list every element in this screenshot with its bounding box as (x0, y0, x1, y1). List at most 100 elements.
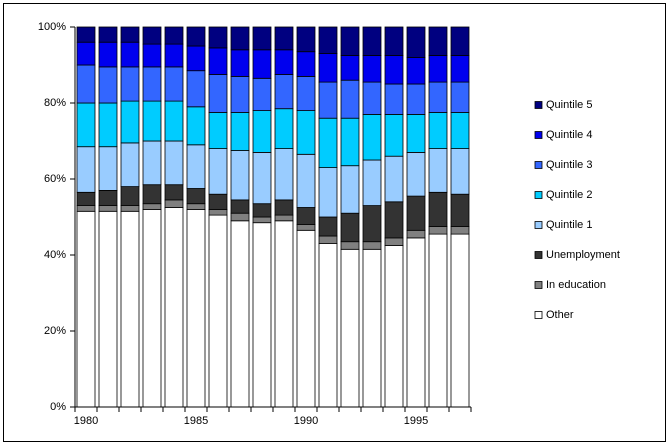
x-tick-label: 1980 (74, 415, 98, 427)
legend-label: Quintile 4 (546, 129, 592, 141)
bar-segment (252, 110, 272, 153)
bar-segment (142, 43, 162, 68)
bar-segment (450, 26, 470, 56)
bar-segment (208, 193, 228, 210)
bar-segment (384, 201, 404, 239)
bar-segment (384, 155, 404, 203)
bar-segment (406, 151, 426, 197)
bar-segment (208, 148, 228, 195)
bar-segment (98, 66, 118, 104)
bar-segment (274, 199, 294, 216)
bar-segment (274, 220, 294, 408)
legend-swatch (534, 161, 543, 169)
bar-segment (296, 207, 316, 226)
bar-segment (98, 26, 118, 43)
bar-segment (164, 140, 184, 186)
bar-segment (164, 66, 184, 102)
bar-segment (318, 243, 338, 408)
bar-segment (274, 148, 294, 201)
bar-segment (230, 212, 250, 222)
bar-segment (428, 81, 448, 113)
bar-segment (318, 216, 338, 237)
bar-segment (98, 189, 118, 206)
x-tick-label: 1985 (184, 415, 208, 427)
bar-segment (142, 100, 162, 142)
bar-segment (450, 226, 470, 235)
legend-label: Quintile 2 (546, 189, 592, 201)
bar-segment (252, 222, 272, 408)
bar-segment (164, 207, 184, 408)
bar-segment (208, 112, 228, 149)
bar-segment (120, 66, 140, 102)
bar-segment (362, 55, 382, 83)
bar-segment (362, 81, 382, 115)
bar-segment (230, 220, 250, 408)
bar-segment (318, 81, 338, 119)
bar-segment (76, 41, 96, 66)
legend-swatch (534, 191, 543, 199)
bar-segment (428, 148, 448, 193)
bar-segment (318, 167, 338, 218)
y-tick-label: 80% (44, 97, 66, 109)
legend-swatch (534, 221, 543, 229)
bar-segment (164, 26, 184, 45)
bar-segment (340, 212, 360, 243)
bar-segment (120, 142, 140, 187)
legend-label: Quintile 1 (546, 219, 592, 231)
bar-segment (362, 114, 382, 161)
bar-segment (340, 248, 360, 408)
bar-segment (384, 26, 404, 56)
bar-segment (76, 146, 96, 193)
bar-segment (318, 117, 338, 168)
bar-segment (142, 203, 162, 210)
bar-segment (428, 191, 448, 227)
legend-swatch (534, 251, 543, 259)
bar-segment (76, 64, 96, 104)
bar-segment (230, 26, 250, 51)
bar-segment (252, 216, 272, 224)
bar-segment (230, 112, 250, 151)
bar-segment (208, 208, 228, 216)
bar-segment (362, 26, 382, 56)
bar-segment (252, 151, 272, 205)
bar-segment (340, 55, 360, 81)
bar-segment (252, 49, 272, 79)
bar-segment (340, 241, 360, 250)
legend-label: Quintile 3 (546, 159, 592, 171)
bar-segment (296, 153, 316, 208)
bar-segment (76, 102, 96, 148)
bar-segment (406, 57, 426, 85)
y-tick-label: 100% (38, 21, 66, 33)
bar-segment (406, 229, 426, 239)
x-tick-label: 1995 (404, 415, 428, 427)
bar-segment (142, 208, 162, 408)
bar-segment (406, 26, 426, 58)
bar-segment (406, 195, 426, 231)
bar-segment (274, 26, 294, 51)
bar-segment (230, 49, 250, 77)
bar-segment (384, 237, 404, 246)
bar-segment (296, 110, 316, 155)
bar-segment (296, 51, 316, 77)
bar-segment (384, 114, 404, 157)
bar-segment (208, 214, 228, 408)
legend-label: Quintile 5 (546, 99, 592, 111)
bar-segment (428, 26, 448, 56)
bar-segment (340, 26, 360, 56)
bar-segment (450, 233, 470, 408)
bar-segment (164, 100, 184, 142)
bar-segment (164, 43, 184, 68)
bar-segment (120, 26, 140, 43)
bar-segment (120, 205, 140, 212)
bar-segment (186, 208, 206, 408)
bar-segment (208, 26, 228, 49)
bar-segment (296, 76, 316, 112)
bar-segment (164, 199, 184, 208)
bar-segment (76, 210, 96, 408)
legend-swatch (534, 311, 543, 319)
bar-segment (450, 55, 470, 83)
bar-segment (120, 41, 140, 68)
bar-segment (428, 233, 448, 408)
bar-segment (98, 146, 118, 191)
